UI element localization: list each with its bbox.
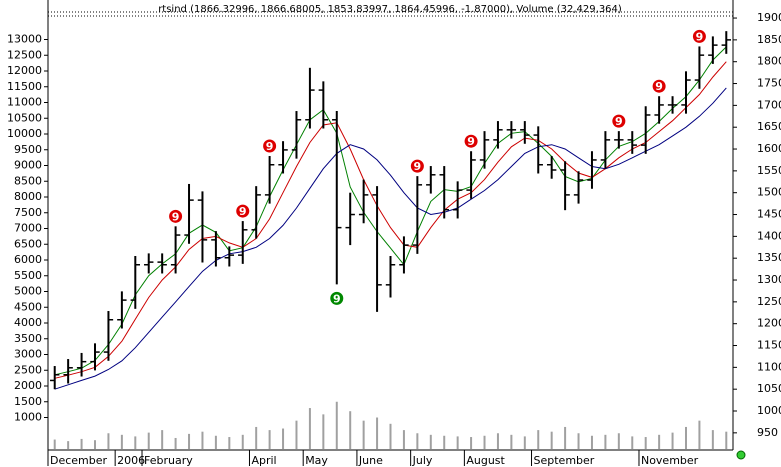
signal-marker: [410, 159, 424, 173]
signal-label: 9: [266, 140, 274, 153]
signal-label: 9: [333, 292, 341, 305]
y-tick-label: 8500: [14, 174, 42, 187]
signal-label: 9: [239, 205, 247, 218]
x-tick-label: November: [641, 454, 699, 467]
signal-marker: [464, 134, 478, 148]
signal-marker: [612, 114, 626, 128]
signal-label: 9: [467, 135, 475, 148]
y-tick-label: 1000: [14, 411, 42, 424]
y2-tick-label: 1300: [757, 273, 781, 286]
y-tick-label: 7000: [14, 222, 42, 235]
x-tick-label: July: [412, 454, 433, 467]
signal-label: 9: [615, 115, 623, 128]
y-tick-label: 3000: [14, 348, 42, 361]
y-tick-label: 6500: [14, 237, 42, 250]
y2-tick-label: 1350: [757, 251, 781, 264]
y2-tick-label: 1200: [757, 317, 781, 330]
signal-marker: [263, 139, 277, 153]
signal-label: 9: [655, 80, 663, 93]
y-tick-label: 8000: [14, 190, 42, 203]
y-tick-label: 4500: [14, 300, 42, 313]
y2-tick-label: 1050: [757, 382, 781, 395]
average-line: [54, 61, 727, 379]
status-dot: [736, 450, 746, 460]
y2-tick-label: 1750: [757, 77, 781, 90]
signal-label: 9: [414, 160, 422, 173]
x-tick-label: 2006: [117, 454, 145, 467]
signal-marker: [692, 29, 706, 43]
y-tick-label: 7500: [14, 206, 42, 219]
y2-tick-label: 1450: [757, 208, 781, 221]
y-tick-label: 11500: [7, 80, 42, 93]
y2-tick-label: 1800: [757, 55, 781, 68]
y-tick-label: 4000: [14, 316, 42, 329]
y-tick-label: 6000: [14, 253, 42, 266]
chart-title: rtsind (1866.32996, 1866.68005, 1853.839…: [158, 4, 622, 15]
average-line: [54, 46, 727, 376]
y2-tick-label: 1600: [757, 142, 781, 155]
y2-tick-label: 1150: [757, 339, 781, 352]
signal-marker: [652, 79, 666, 93]
average-line: [54, 87, 727, 390]
y2-tick-label: 1100: [757, 360, 781, 373]
y-tick-label: 2000: [14, 379, 42, 392]
y-tick-label: 2500: [14, 363, 42, 376]
y2-tick-label: 1900: [757, 11, 781, 24]
signal-label: 9: [696, 30, 704, 43]
y-tick-label: 12500: [7, 48, 42, 61]
x-tick-label: February: [144, 454, 193, 467]
y2-tick-label: 1700: [757, 98, 781, 111]
x-tick-label: June: [358, 454, 383, 467]
y2-tick-label: 1000: [757, 404, 781, 417]
y-tick-label: 13000: [7, 33, 42, 46]
y-tick-label: 5000: [14, 285, 42, 298]
y-tick-label: 5500: [14, 269, 42, 282]
signal-marker: [330, 291, 344, 305]
signal-marker: [236, 204, 250, 218]
y2-tick-label: 1650: [757, 120, 781, 133]
y2-tick-label: 1550: [757, 164, 781, 177]
y-tick-label: 9000: [14, 159, 42, 172]
y-tick-label: 10000: [7, 127, 42, 140]
y-tick-label: 9500: [14, 143, 42, 156]
x-tick-label: May: [305, 454, 328, 467]
y2-tick-label: 1400: [757, 229, 781, 242]
y2-tick-label: 950: [757, 426, 778, 439]
y-tick-label: 3500: [14, 332, 42, 345]
y-tick-label: 11000: [7, 96, 42, 109]
x-tick-label: April: [251, 454, 276, 467]
y-tick-label: 1500: [14, 395, 42, 408]
signal-label: 9: [172, 210, 180, 223]
y2-tick-label: 1500: [757, 186, 781, 199]
x-tick-label: August: [466, 454, 505, 467]
x-tick-label: September: [534, 454, 595, 467]
y2-tick-label: 1250: [757, 295, 781, 308]
y-tick-label: 12000: [7, 64, 42, 77]
y2-tick-label: 1850: [757, 33, 781, 46]
signal-marker: [169, 209, 183, 223]
y-tick-label: 10500: [7, 111, 42, 124]
x-tick-label: December: [50, 454, 108, 467]
